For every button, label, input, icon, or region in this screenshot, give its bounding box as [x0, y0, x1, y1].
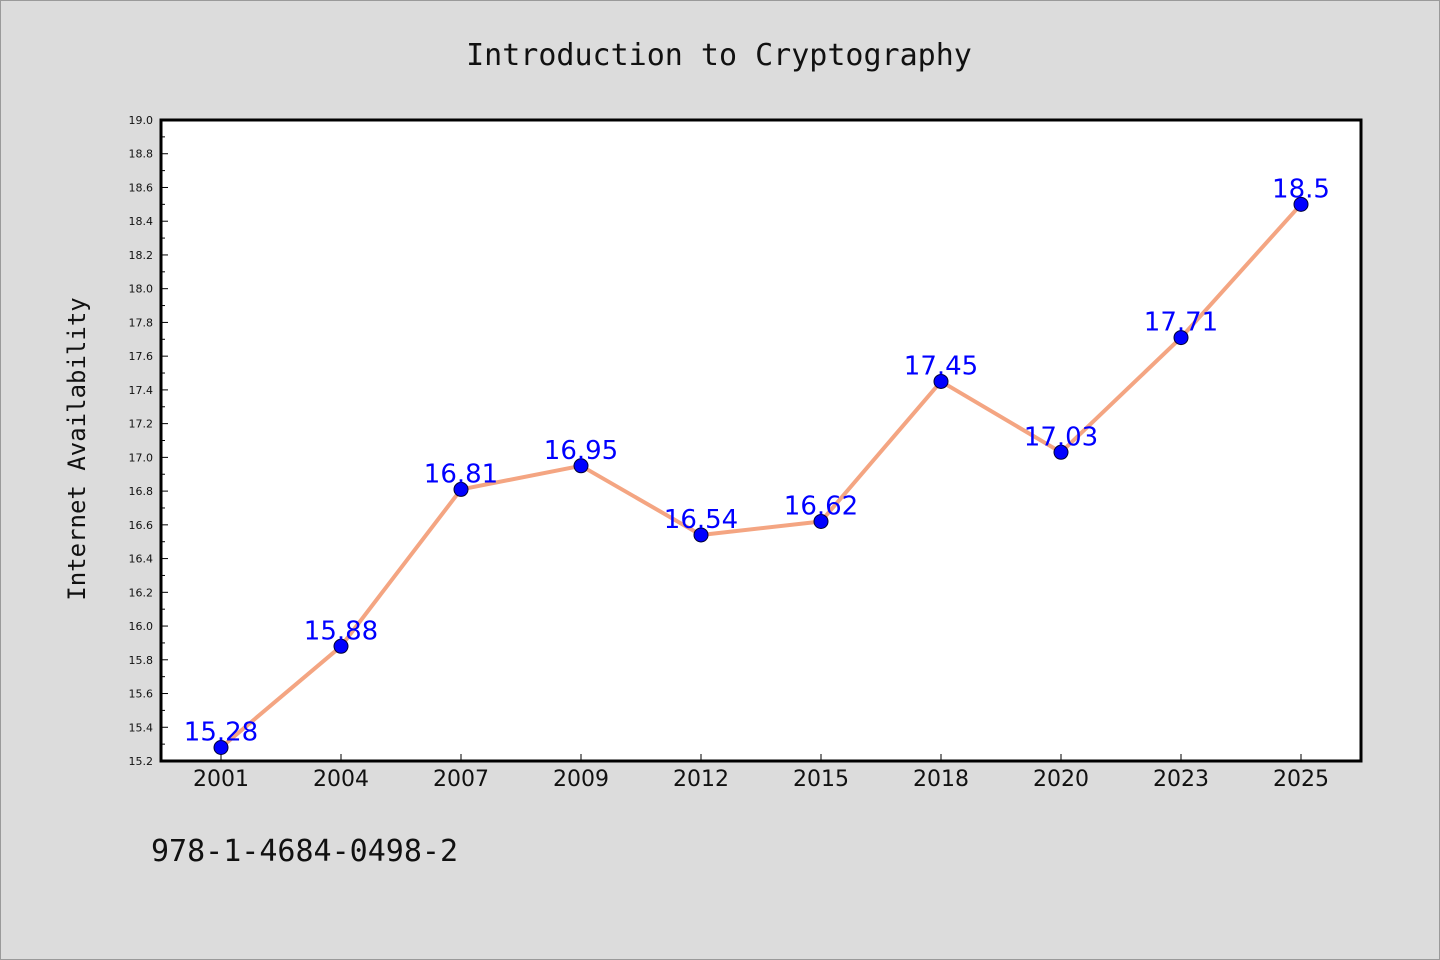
data-point [573, 458, 589, 474]
data-point [813, 513, 829, 529]
y-axis-label: Internet Availability [63, 297, 91, 600]
y-tick-label: 19.0 [129, 114, 154, 127]
y-tick-label: 16.8 [129, 485, 154, 498]
y-tick-label: 15.8 [129, 654, 154, 667]
data-label: 16.54 [664, 505, 738, 535]
x-tick-label: 2007 [433, 767, 489, 792]
data-point [333, 638, 349, 654]
data-point [213, 740, 229, 756]
data-point [453, 481, 469, 497]
series-layer [213, 196, 1309, 756]
x-tick-label: 2001 [193, 767, 249, 792]
chart-title: Introduction to Cryptography [466, 38, 972, 73]
data-label: 17.03 [1024, 422, 1098, 452]
x-axis-ticks: 2001 2004 2007 2009 2012 2015 2018 2020 2023 2025 [193, 754, 1329, 792]
y-tick-label: 15.4 [129, 721, 154, 734]
y-tick-label: 16.2 [129, 586, 154, 599]
y-tick-label: 16.4 [129, 553, 154, 566]
y-tick-label: 18.6 [129, 181, 154, 194]
data-label: 16.81 [424, 459, 498, 489]
y-tick-label: 17.0 [129, 451, 154, 464]
data-label: 18.5 [1272, 174, 1330, 204]
plot-area [159, 118, 1363, 763]
data-point [1053, 444, 1069, 460]
y-tick-label: 18.2 [129, 249, 154, 262]
x-tick-label: 2023 [1153, 767, 1209, 792]
series-line [219, 202, 1303, 750]
data-label-layer: 15.28 15.88 16.81 16.95 16.54 16.62 17.45 17.03… [184, 174, 1330, 747]
x-tick-label: 2020 [1033, 767, 1089, 792]
y-tick-label: 17.8 [129, 316, 154, 329]
y-tick-label: 18.0 [129, 283, 154, 296]
data-label: 15.88 [304, 616, 378, 646]
y-tick-label: 18.4 [129, 215, 154, 228]
data-label: 17.71 [1144, 308, 1218, 338]
data-label: 16.95 [544, 436, 618, 466]
x-tick-label: 2004 [313, 767, 369, 792]
y-tick-label: 16.0 [129, 620, 154, 633]
y-tick-label: 16.6 [129, 519, 154, 532]
y-tick-label: 17.4 [129, 384, 154, 397]
y-axis-ticks: 15.2 15.4 15.6 15.8 16.0 16.2 16.4 16.6 16.8 17.0… [129, 114, 168, 768]
y-tick-label: 18.8 [129, 148, 154, 161]
x-tick-label: 2015 [793, 767, 849, 792]
data-point [1173, 330, 1189, 346]
data-label: 15.28 [184, 718, 258, 748]
y-tick-label: 17.6 [129, 350, 154, 363]
data-point [933, 373, 949, 389]
y-tick-label: 15.6 [129, 688, 154, 701]
x-tick-label: 2018 [913, 767, 969, 792]
x-tick-label: 2025 [1273, 767, 1329, 792]
data-point [693, 527, 709, 543]
y-tick-label: 15.2 [129, 755, 154, 768]
data-label: 17.45 [904, 351, 978, 381]
isbn-text: 978-1-4684-0498-2 [151, 834, 459, 869]
x-tick-label: 2009 [553, 767, 609, 792]
data-label: 16.62 [784, 491, 858, 521]
data-point [1293, 196, 1309, 212]
y-tick-label: 17.2 [129, 418, 154, 431]
x-tick-label: 2012 [673, 767, 729, 792]
